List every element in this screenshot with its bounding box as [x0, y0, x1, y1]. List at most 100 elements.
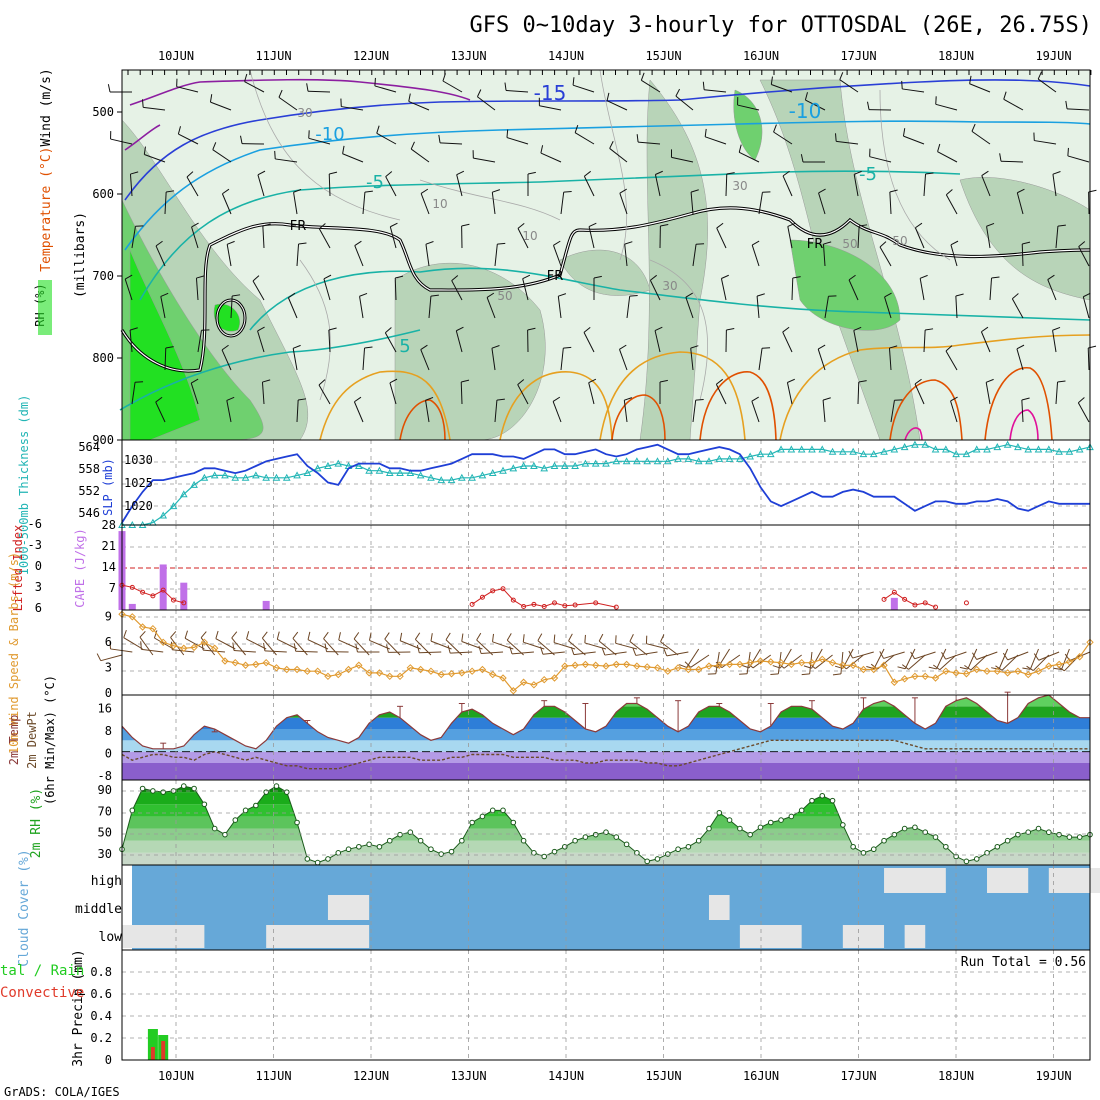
wind-barb-flag	[650, 274, 657, 281]
wind-barb-flag	[364, 346, 373, 349]
contour-label: -15	[534, 81, 567, 105]
wind-barb	[486, 297, 496, 319]
wind-speed-point	[283, 665, 291, 674]
wind-barb	[888, 348, 892, 371]
rh-point	[1046, 829, 1052, 836]
wind-barb-flag	[1003, 91, 1007, 100]
wind-barb	[328, 173, 331, 197]
wind-barb	[751, 244, 760, 267]
wind-barb-flag	[155, 240, 163, 247]
wind-barb-flag	[476, 89, 482, 97]
cape-bar	[262, 600, 270, 610]
y-tick-label: 700	[92, 269, 114, 283]
wind-barb	[737, 104, 760, 111]
wind-barb-flag	[384, 632, 390, 640]
thickness-point	[375, 466, 384, 474]
rh-point	[469, 819, 475, 826]
cloud-clear-block	[904, 925, 926, 948]
wind-barb	[836, 140, 859, 145]
wind-speed-point	[447, 670, 456, 678]
wind-barb	[553, 245, 562, 267]
wind-barb	[226, 244, 232, 267]
y-tick-label: 0	[35, 559, 42, 573]
wind-barb	[262, 226, 265, 249]
wind-barb	[410, 148, 430, 163]
wind-speed-point	[489, 670, 497, 679]
lifted-index-point	[140, 589, 146, 595]
thickness-point	[1065, 447, 1074, 455]
wind-barb	[969, 83, 991, 93]
wind-barb-flag	[324, 643, 328, 652]
wind-barb-flag	[307, 631, 311, 640]
axis-label-part: 2m RH (%)	[29, 788, 44, 858]
wind-barb-flag	[262, 223, 271, 227]
wind-barb	[869, 156, 892, 163]
wind-barb-flag	[659, 379, 668, 383]
rh-point	[335, 850, 342, 856]
wind-barb-flag	[293, 188, 302, 193]
wind-barb	[506, 137, 529, 145]
wind-barb	[998, 648, 1009, 670]
wind-barb	[598, 640, 617, 656]
wind-barb-flag	[950, 240, 959, 246]
thickness-point	[777, 445, 785, 453]
axis-label-part: 3hr Precip (mm)	[71, 949, 86, 1066]
wind-barb-flag	[839, 72, 844, 80]
wind-speed-point	[715, 661, 723, 669]
thickness-point	[766, 450, 775, 458]
wind-speed-point	[386, 672, 394, 681]
wind-barb-flag	[782, 170, 790, 177]
wind-barb	[1047, 279, 1057, 301]
lifted-index-point	[469, 601, 475, 607]
wind-barb	[814, 654, 833, 669]
wind-barb-flag	[822, 397, 831, 401]
wind-barb-flag	[696, 243, 705, 245]
y-tick-label: 0	[105, 747, 112, 761]
wind-barb-flag	[215, 630, 219, 639]
thickness-point	[1075, 445, 1084, 453]
y-tick-label: 6	[35, 601, 42, 615]
wind-barb-flag	[770, 76, 773, 85]
wind-barb-flag	[445, 632, 451, 640]
rh-point	[417, 837, 424, 844]
wind-speed-point	[828, 658, 837, 667]
wind-barb-flag	[619, 188, 627, 194]
y-tick-label: 3	[35, 580, 42, 594]
wind-barb	[1082, 296, 1090, 319]
rh-point	[572, 837, 578, 844]
wind-barb-flag	[1078, 241, 1086, 247]
wind-barb	[494, 244, 498, 267]
wind-speed-point	[890, 678, 899, 686]
wind-barb-flag	[509, 646, 513, 655]
wind-barb-flag	[800, 154, 804, 163]
wind-barb	[914, 651, 936, 660]
wind-barb	[955, 296, 958, 319]
wind-barb-flag	[583, 327, 591, 333]
wind-barb	[981, 175, 991, 197]
wind-barb-flag	[456, 326, 464, 332]
wind-barb	[720, 278, 727, 301]
wind-barb-flag	[629, 634, 634, 642]
wind-barb	[690, 348, 694, 371]
wind-barb	[649, 280, 661, 301]
lifted-index-point	[891, 589, 897, 595]
wind-barb	[660, 641, 679, 656]
wind-barb-flag	[257, 326, 265, 332]
precip-total-bar	[147, 1029, 158, 1060]
wind-barb-flag	[252, 275, 260, 282]
y-tick-label: 0.4	[90, 1009, 112, 1023]
contour-label: 10	[432, 197, 447, 211]
wind-barb	[817, 348, 826, 371]
wind-barb	[511, 651, 534, 655]
rh-point	[1025, 829, 1032, 836]
rh-point	[809, 797, 815, 804]
wind-barb-flag	[695, 399, 704, 401]
thickness-point	[941, 445, 950, 453]
wind-barb	[537, 640, 555, 656]
thickness-point	[437, 476, 446, 484]
wind-barb	[853, 174, 859, 197]
wind-barb-flag	[721, 274, 729, 279]
wind-barb	[758, 192, 763, 215]
wind-speed-point	[375, 669, 384, 677]
